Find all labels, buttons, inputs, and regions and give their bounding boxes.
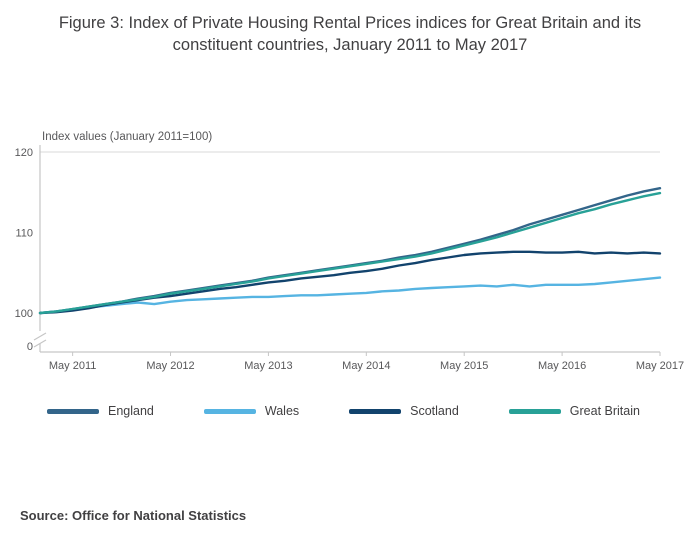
legend-swatch-wales	[203, 408, 256, 414]
y-tick-label: 110	[15, 228, 33, 240]
axis-break-mark	[33, 339, 47, 348]
axis-break-mark	[33, 332, 47, 341]
source-note: Source: Office for National Statistics	[20, 508, 247, 523]
legend-label-scotland: Scotland	[410, 404, 459, 418]
x-tick-label: May 2014	[342, 360, 390, 372]
chart-title: Figure 3: Index of Private Housing Renta…	[58, 14, 642, 55]
x-tick-label: May 2013	[244, 360, 292, 372]
legend-label-wales: Wales	[264, 404, 300, 418]
series-line-great-britain	[38, 191, 662, 315]
legend-item-great-britain: Great Britain	[508, 404, 640, 418]
legend-swatch-great-britain	[508, 408, 561, 414]
legend-item-england: England	[47, 404, 154, 418]
y-tick-label: 120	[15, 147, 33, 159]
y-tick-label: 100	[15, 308, 33, 320]
legend-label-england: England	[108, 404, 154, 418]
legend-swatch-scotland	[349, 408, 402, 414]
x-tick-label: May 2012	[146, 360, 194, 372]
series-line-wales	[38, 276, 662, 315]
x-tick-label: May 2015	[440, 360, 488, 372]
legend-swatch-england	[47, 408, 99, 414]
line-chart: 0 100 110 120 May 2011 May 2012 May 2013 May 20…	[15, 145, 684, 372]
legend-label-great-britain: Great Britain	[569, 404, 640, 418]
legend-item-scotland: Scotland	[349, 404, 459, 418]
x-tick-label: May 2011	[49, 360, 97, 372]
x-tick-label: May 2017	[636, 360, 684, 372]
y-tick-label: 0	[27, 341, 33, 353]
chart-legend: England Wales Scotland Great Britain	[47, 404, 640, 418]
x-tick-label: May 2016	[538, 360, 586, 372]
y-axis-annotation: Index values (January 2011=100)	[42, 131, 213, 143]
legend-item-wales: Wales	[203, 404, 300, 418]
